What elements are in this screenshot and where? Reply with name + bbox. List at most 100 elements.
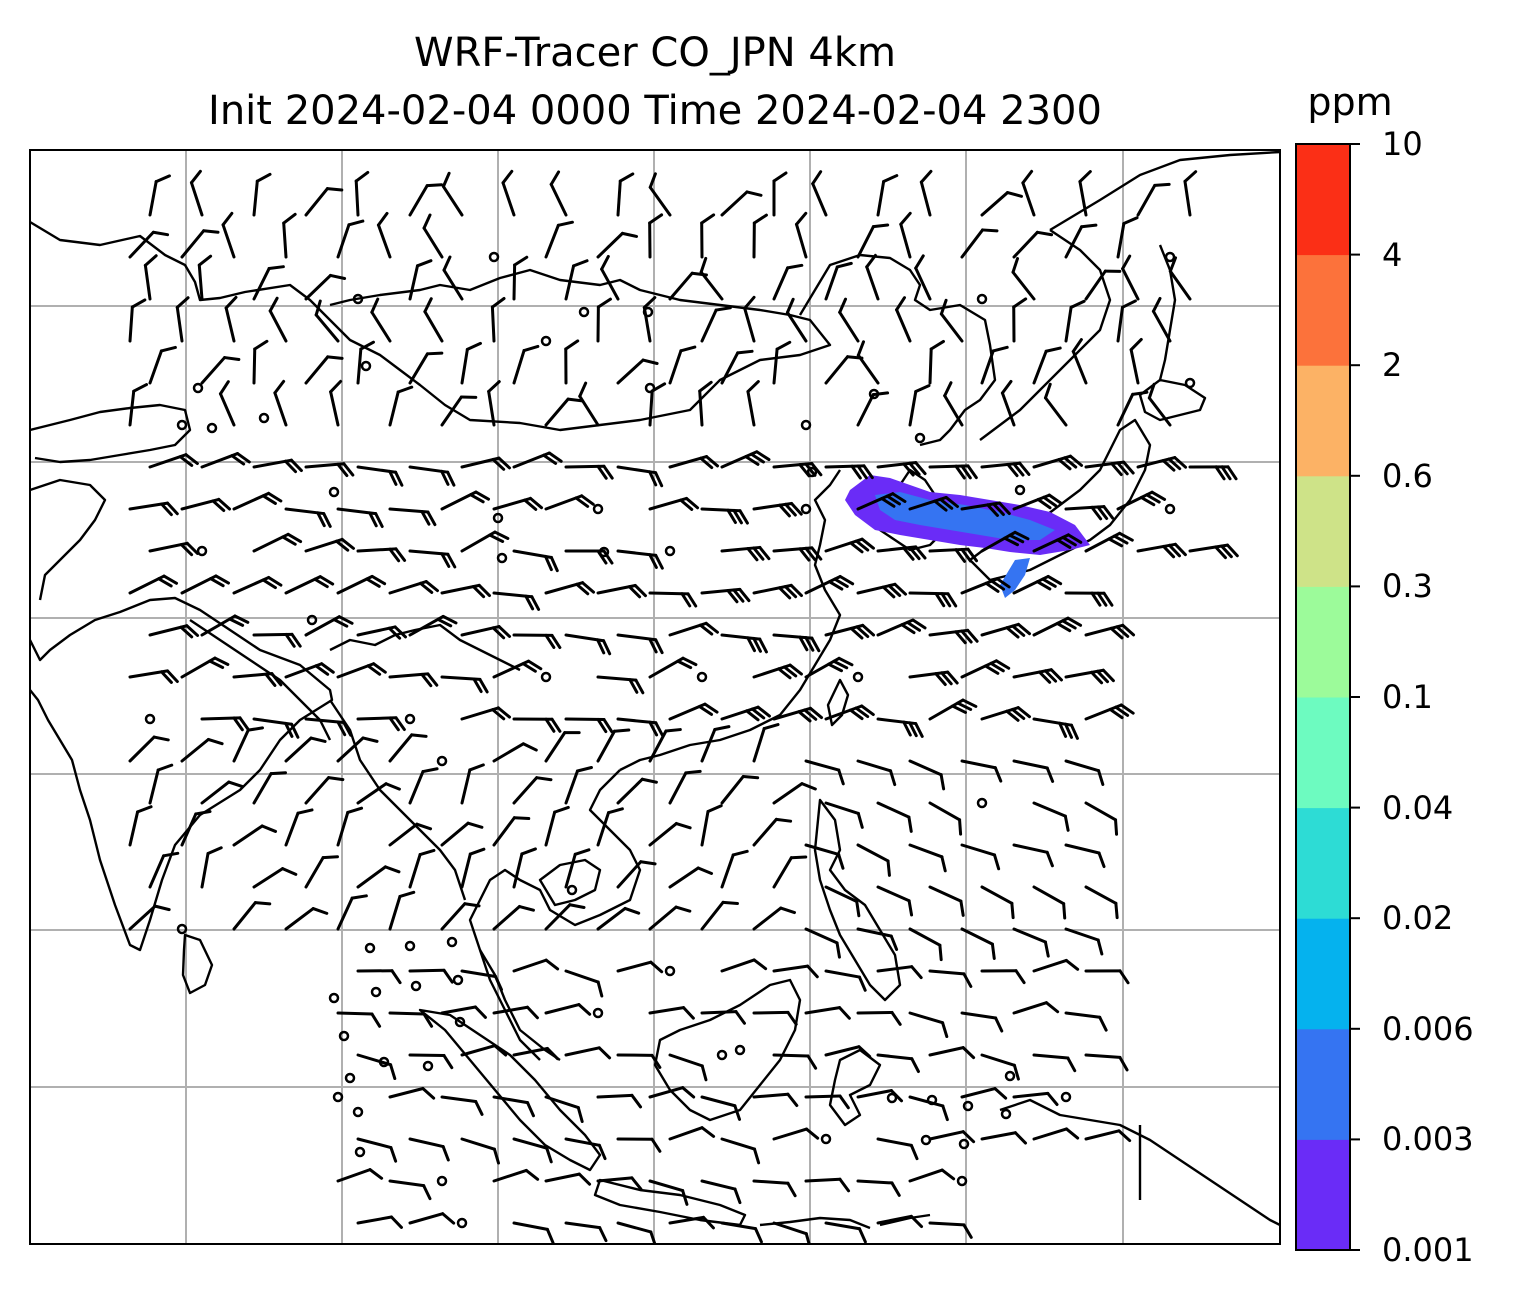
wind-barb [284, 662, 335, 679]
wind-barb [720, 1221, 763, 1244]
wind-barb [284, 575, 335, 595]
wind-barb [648, 172, 672, 217]
wind-barb [772, 633, 821, 653]
wind-barb [1121, 254, 1140, 301]
wind-barb [304, 187, 344, 217]
wind-barb [668, 621, 719, 637]
calm-wind-marker [370, 986, 382, 998]
wind-barb [1012, 668, 1063, 684]
wind-barb [648, 213, 664, 259]
wind-barb [980, 191, 1023, 217]
wind-barb [460, 847, 486, 889]
wind-barb [1136, 182, 1171, 217]
wind-barb [578, 381, 600, 427]
wind-barb [648, 496, 700, 511]
wind-barb [544, 1003, 592, 1016]
wind-barb [1064, 1011, 1108, 1032]
wind-barb [1032, 801, 1070, 832]
wind-barb [928, 1221, 973, 1239]
wind-barb [1116, 390, 1149, 427]
wind-barb [1000, 379, 1016, 427]
wind-barb [596, 906, 641, 931]
wind-barb [980, 345, 1009, 385]
wind-barb [356, 625, 407, 640]
wind-barb [128, 298, 147, 343]
coastline-india [30, 596, 334, 952]
wind-barb [824, 969, 867, 992]
wind-barb [1084, 969, 1130, 985]
wind-barb [668, 702, 719, 721]
wind-barb [700, 725, 731, 763]
calm-wind-marker [344, 1072, 356, 1084]
wind-barb [252, 265, 285, 301]
wind-barb [128, 383, 149, 427]
colorbar [1295, 143, 1360, 1251]
calm-wind-marker [800, 503, 812, 515]
calm-wind-marker [352, 1106, 364, 1118]
wind-barb [388, 580, 439, 595]
wind-barb [1151, 296, 1172, 343]
wind-barb [1084, 460, 1135, 477]
calm-wind-marker [352, 293, 364, 305]
wind-barb [1084, 623, 1136, 640]
wind-barb [785, 297, 808, 343]
wind-barb [460, 530, 510, 553]
calm-wind-marker [540, 671, 552, 683]
wind-barb [232, 575, 283, 595]
wind-barb [460, 625, 512, 640]
wind-barb [221, 211, 236, 259]
wind-barb [336, 219, 365, 259]
calm-wind-marker [820, 1133, 832, 1145]
wind-barb [200, 780, 244, 805]
wind-barb [232, 824, 278, 847]
wind-barb [408, 1053, 454, 1070]
wind-barb [544, 494, 595, 511]
wind-barb [752, 1092, 799, 1108]
wind-barb [908, 759, 946, 791]
wind-barb [772, 340, 792, 385]
wind-barb [648, 382, 667, 427]
wind-barb [336, 806, 364, 847]
wind-barb [928, 547, 979, 563]
wind-barb [772, 782, 817, 805]
wind-barb [700, 213, 716, 259]
wind-barbs [128, 169, 1239, 1244]
wind-barb [928, 969, 973, 988]
wind-barb [460, 969, 503, 992]
wind-barb [1071, 338, 1088, 385]
wind-barb [596, 1093, 643, 1109]
wind-barb [1084, 703, 1135, 721]
border-west [30, 403, 192, 464]
calm-wind-marker [958, 1138, 970, 1150]
calm-wind-marker [956, 1175, 968, 1187]
wind-barb [720, 774, 760, 805]
wind-barb [544, 731, 581, 763]
wind-barb [752, 1010, 798, 1026]
wind-barb [1183, 170, 1198, 217]
wind-barb [512, 1046, 560, 1061]
wind-barb [596, 807, 624, 847]
wind-barb [668, 1215, 715, 1230]
wind-barb [960, 577, 1011, 595]
coastline-borneo [653, 978, 802, 1122]
wind-barb [1129, 337, 1143, 385]
wind-barb [720, 705, 771, 722]
wind-barb [876, 1053, 920, 1073]
wind-barb [408, 259, 433, 301]
calm-wind-marker [332, 1091, 344, 1103]
wind-barb [1116, 216, 1139, 259]
calm-wind-marker [378, 1056, 390, 1068]
wind-barb [1012, 493, 1063, 511]
wind-barb [980, 1131, 1027, 1145]
wind-barb [512, 344, 540, 385]
wind-barb [838, 297, 860, 343]
wind-barb [564, 766, 593, 805]
wind-barb [442, 255, 464, 301]
wind-barb [200, 716, 250, 732]
wind-barb [648, 905, 692, 931]
wind-barb [336, 662, 387, 679]
wind-barb [544, 1172, 592, 1186]
coastline-russia-far-east [979, 150, 1280, 441]
wind-barb [218, 380, 236, 427]
